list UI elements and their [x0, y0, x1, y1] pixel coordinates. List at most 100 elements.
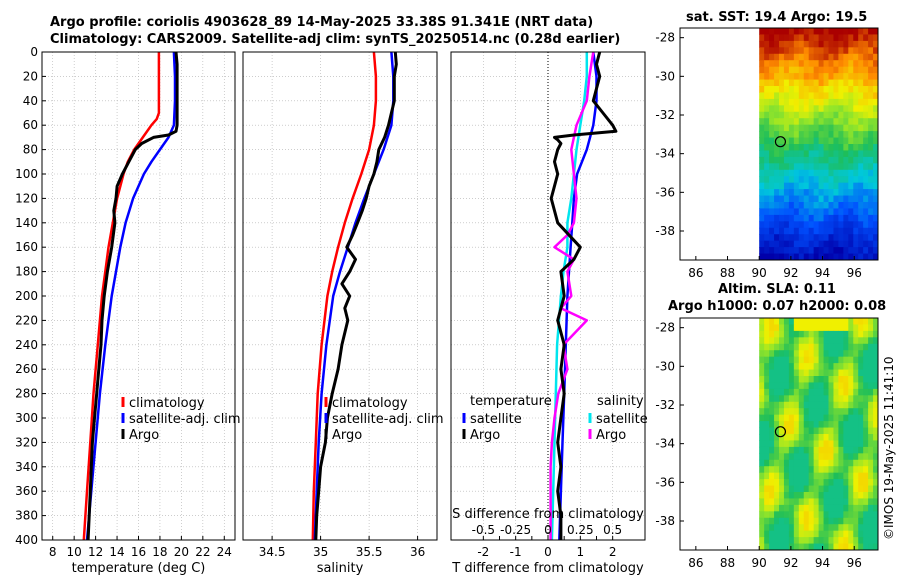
map-cell	[798, 118, 805, 126]
map-cell	[759, 79, 765, 87]
map-cell	[808, 376, 815, 383]
map-cell	[848, 60, 854, 68]
y-tick-label: 300	[15, 411, 38, 425]
map-cell	[828, 111, 834, 119]
map-cell	[823, 40, 829, 48]
map-cell	[769, 118, 775, 126]
map-cell	[803, 395, 810, 403]
map-cell	[764, 479, 770, 487]
map-cell	[828, 504, 834, 512]
map-cell	[793, 517, 800, 525]
map-cell	[788, 401, 795, 409]
map-cell	[779, 363, 785, 371]
map-cell	[813, 253, 820, 261]
map-cell	[828, 137, 834, 145]
x-tick-label: 34.5	[259, 545, 286, 559]
map-cell	[818, 395, 825, 403]
map-cell	[813, 28, 820, 35]
map-cell	[793, 318, 800, 325]
map-cell	[788, 524, 795, 532]
map-cell	[823, 343, 829, 351]
map-cell	[843, 369, 849, 377]
map-cell	[833, 498, 839, 506]
map-cell	[808, 408, 815, 416]
map-cell	[868, 221, 874, 229]
map-cell	[798, 434, 805, 441]
map-cell	[828, 240, 834, 248]
legend-salinity-title: salinity	[597, 394, 644, 409]
map-cell	[833, 79, 839, 87]
map-cell	[873, 408, 879, 416]
map-cell	[793, 47, 800, 55]
map-cell	[828, 382, 834, 390]
y-tick-label: 240	[15, 338, 38, 352]
map-cell	[774, 53, 780, 61]
map-cell	[769, 401, 775, 409]
map-cell	[858, 195, 864, 203]
map-cell	[858, 182, 864, 190]
map-cell	[808, 208, 815, 216]
map-cell	[769, 363, 775, 371]
x-tick-label: 0	[544, 545, 552, 559]
map-cell	[848, 414, 854, 422]
map-cell	[764, 498, 770, 506]
map-cell	[833, 382, 839, 390]
map-cell	[779, 421, 785, 429]
map-cell	[808, 453, 815, 461]
map-cell	[853, 144, 859, 151]
map-cell	[858, 395, 864, 403]
map-cell	[863, 530, 869, 538]
map-cell	[848, 337, 854, 345]
map-cell	[783, 440, 790, 448]
y-tick-label: 180	[15, 265, 38, 279]
map-cell	[759, 330, 765, 338]
map-cell	[793, 66, 800, 74]
map-cell	[823, 118, 829, 126]
map-cell	[808, 388, 815, 396]
map-cell	[803, 53, 810, 61]
map-cell	[823, 530, 829, 538]
map-cell	[858, 111, 864, 119]
map-cell	[838, 511, 844, 519]
map-cell	[863, 440, 869, 448]
map-cell	[793, 40, 800, 48]
x-tick-label: 16	[131, 545, 146, 559]
map-cell	[803, 537, 810, 545]
map-cell	[828, 376, 834, 383]
map-cell	[828, 414, 834, 422]
map-cell	[774, 124, 780, 132]
map-cell	[838, 79, 844, 87]
map-cell	[803, 382, 810, 390]
map-cell	[803, 60, 810, 68]
map-cell	[798, 176, 805, 184]
map-cell	[798, 440, 805, 448]
map-cell	[774, 221, 780, 229]
map-cell	[793, 98, 800, 106]
map-cell	[873, 337, 879, 345]
map-cell	[813, 498, 820, 506]
map-cell	[823, 337, 829, 345]
map-cell	[774, 395, 780, 403]
map-cell	[813, 111, 820, 119]
map-cell	[798, 485, 805, 493]
map-cell	[838, 240, 844, 248]
map-cell	[788, 318, 795, 325]
map-cell	[873, 395, 879, 403]
map-cell	[803, 343, 810, 351]
map-cell	[868, 118, 874, 126]
map-cell	[803, 163, 810, 171]
map-cell	[774, 382, 780, 390]
map-cell	[828, 363, 834, 371]
map-cell	[764, 421, 770, 429]
map-cell	[808, 330, 815, 338]
map-cell	[838, 504, 844, 512]
map-cell	[848, 530, 854, 538]
y-tick-label: 360	[15, 484, 38, 498]
map-cell	[759, 60, 765, 68]
map-cell	[769, 427, 775, 435]
map-cell	[873, 324, 879, 332]
map-cell	[759, 466, 765, 474]
map-cell	[808, 66, 815, 74]
map-cell	[769, 537, 775, 545]
map-cell	[764, 408, 770, 416]
